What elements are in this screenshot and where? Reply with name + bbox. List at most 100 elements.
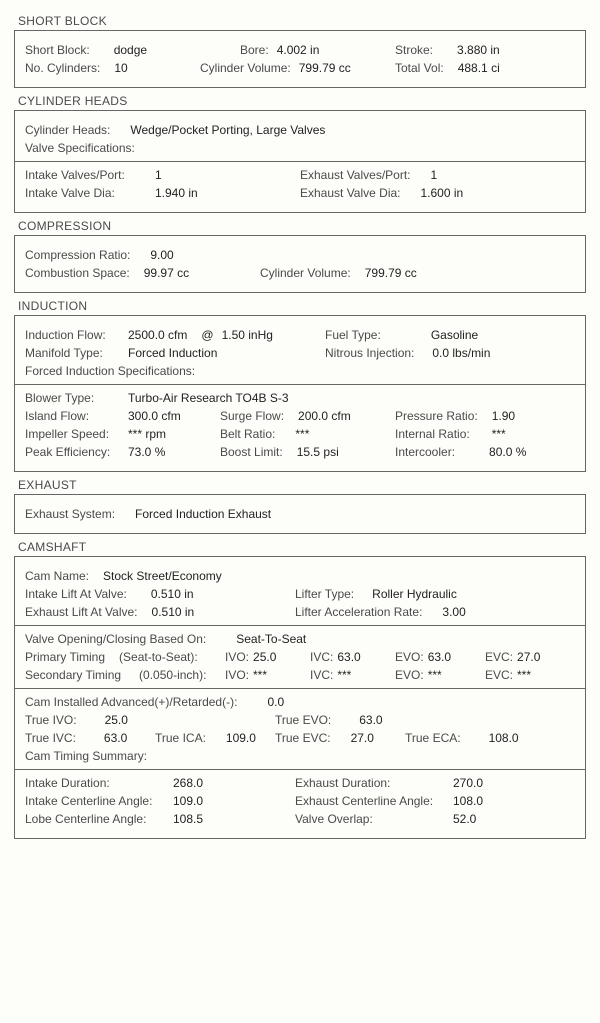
label: IVO: (225, 650, 249, 664)
label: Combustion Space: (25, 266, 130, 280)
label: Lifter Type: (295, 587, 354, 601)
value: 1 (155, 168, 162, 182)
label: Forced Induction Specifications: (25, 364, 195, 378)
value: 0.510 in (151, 587, 194, 601)
value: 2500.0 cfm (128, 328, 187, 342)
label: Cam Installed Advanced(+)/Retarded(-): (25, 695, 237, 709)
value: 1.90 (492, 409, 515, 423)
label: Intake Centerline Angle: (25, 794, 165, 808)
label: True IVO: (25, 713, 77, 727)
label: True ICA: (155, 731, 206, 745)
value: 270.0 (453, 776, 483, 790)
value: 3.880 in (457, 43, 500, 57)
value: 4.002 in (277, 43, 320, 57)
cylinder-heads-box: Cylinder Heads: Wedge/Pocket Porting, La… (14, 110, 586, 213)
label: Intake Duration: (25, 776, 165, 790)
label: EVC: (485, 650, 513, 664)
value: Wedge/Pocket Porting, Large Valves (130, 123, 325, 137)
value: *** (337, 668, 351, 682)
label: Blower Type: (25, 391, 120, 405)
label: Cylinder Volume: (200, 61, 291, 75)
label: Impeller Speed: (25, 427, 120, 441)
divider (15, 625, 585, 626)
label: Intake Valve Dia: (25, 186, 135, 200)
value: Turbo-Air Research TO4B S-3 (128, 391, 289, 405)
label: Exhaust Lift At Valve: (25, 605, 138, 619)
value: Forced Induction Exhaust (135, 507, 271, 521)
value: *** (428, 668, 442, 682)
label: Compression Ratio: (25, 248, 130, 262)
value: 268.0 (173, 776, 203, 790)
divider (15, 384, 585, 385)
label: Fuel Type: (325, 328, 381, 342)
exhaust-box: Exhaust System: Forced Induction Exhaust (14, 494, 586, 534)
value: 99.97 cc (144, 266, 189, 280)
value: 108.0 (489, 731, 519, 745)
label: Intake Valves/Port: (25, 168, 135, 182)
label: Bore: (240, 43, 269, 57)
cylinder-heads-title: CYLINDER HEADS (18, 94, 586, 108)
at-symbol: @ (201, 328, 213, 342)
value: 25.0 (105, 713, 128, 727)
label: True ECA: (405, 731, 461, 745)
label: IVC: (310, 668, 333, 682)
value: 0.510 in (152, 605, 195, 619)
value: 15.5 psi (297, 445, 339, 459)
label: Secondary Timing (25, 668, 121, 682)
label: IVO: (225, 668, 249, 682)
value: *** (295, 427, 309, 441)
divider (15, 688, 585, 689)
label: Internal Ratio: (395, 427, 470, 441)
value: 63.0 (428, 650, 451, 664)
value: 300.0 cfm (128, 409, 181, 423)
label: Lifter Acceleration Rate: (295, 605, 422, 619)
label: Cam Name: (25, 569, 89, 583)
label: Valve Specifications: (25, 141, 135, 155)
label: Cylinder Volume: (260, 266, 351, 280)
label: Intake Lift At Valve: (25, 587, 127, 601)
label: Boost Limit: (220, 445, 283, 459)
value: 63.0 (359, 713, 382, 727)
value: 488.1 ci (458, 61, 500, 75)
label: Primary Timing (25, 650, 105, 664)
divider (15, 769, 585, 770)
label: Belt Ratio: (220, 427, 275, 441)
label: Exhaust Valve Dia: (300, 186, 401, 200)
value: 200.0 cfm (298, 409, 351, 423)
label: True EVC: (275, 731, 331, 745)
label: Manifold Type: (25, 346, 120, 360)
value: 10 (114, 61, 127, 75)
value: 1.940 in (155, 186, 198, 200)
value: 1.50 inHg (222, 328, 273, 342)
value: 799.79 cc (299, 61, 351, 75)
value: *** (492, 427, 506, 441)
value: *** (253, 668, 267, 682)
value: 3.00 (442, 605, 465, 619)
label: (Seat-to-Seat): (119, 650, 198, 664)
label: Short Block: (25, 43, 90, 57)
label: True IVC: (25, 731, 76, 745)
value: 73.0 % (128, 445, 165, 459)
value: 9.00 (150, 248, 173, 262)
value: *** rpm (128, 427, 166, 441)
value: 109.0 (173, 794, 203, 808)
value: 0.0 (267, 695, 284, 709)
label: Lobe Centerline Angle: (25, 812, 165, 826)
exhaust-title: EXHAUST (18, 478, 586, 492)
value: 27.0 (517, 650, 540, 664)
label: Exhaust System: (25, 507, 115, 521)
value: Stock Street/Economy (103, 569, 222, 583)
compression-title: COMPRESSION (18, 219, 586, 233)
label: (0.050-inch): (139, 668, 206, 682)
label: EVC: (485, 668, 513, 682)
value: 63.0 (337, 650, 360, 664)
value: 1 (431, 168, 438, 182)
value: 108.5 (173, 812, 203, 826)
value: 80.0 % (489, 445, 526, 459)
divider (15, 161, 585, 162)
label: IVC: (310, 650, 333, 664)
value: 25.0 (253, 650, 276, 664)
label: Surge Flow: (220, 409, 284, 423)
camshaft-title: CAMSHAFT (18, 540, 586, 554)
label: Cam Timing Summary: (25, 749, 147, 763)
